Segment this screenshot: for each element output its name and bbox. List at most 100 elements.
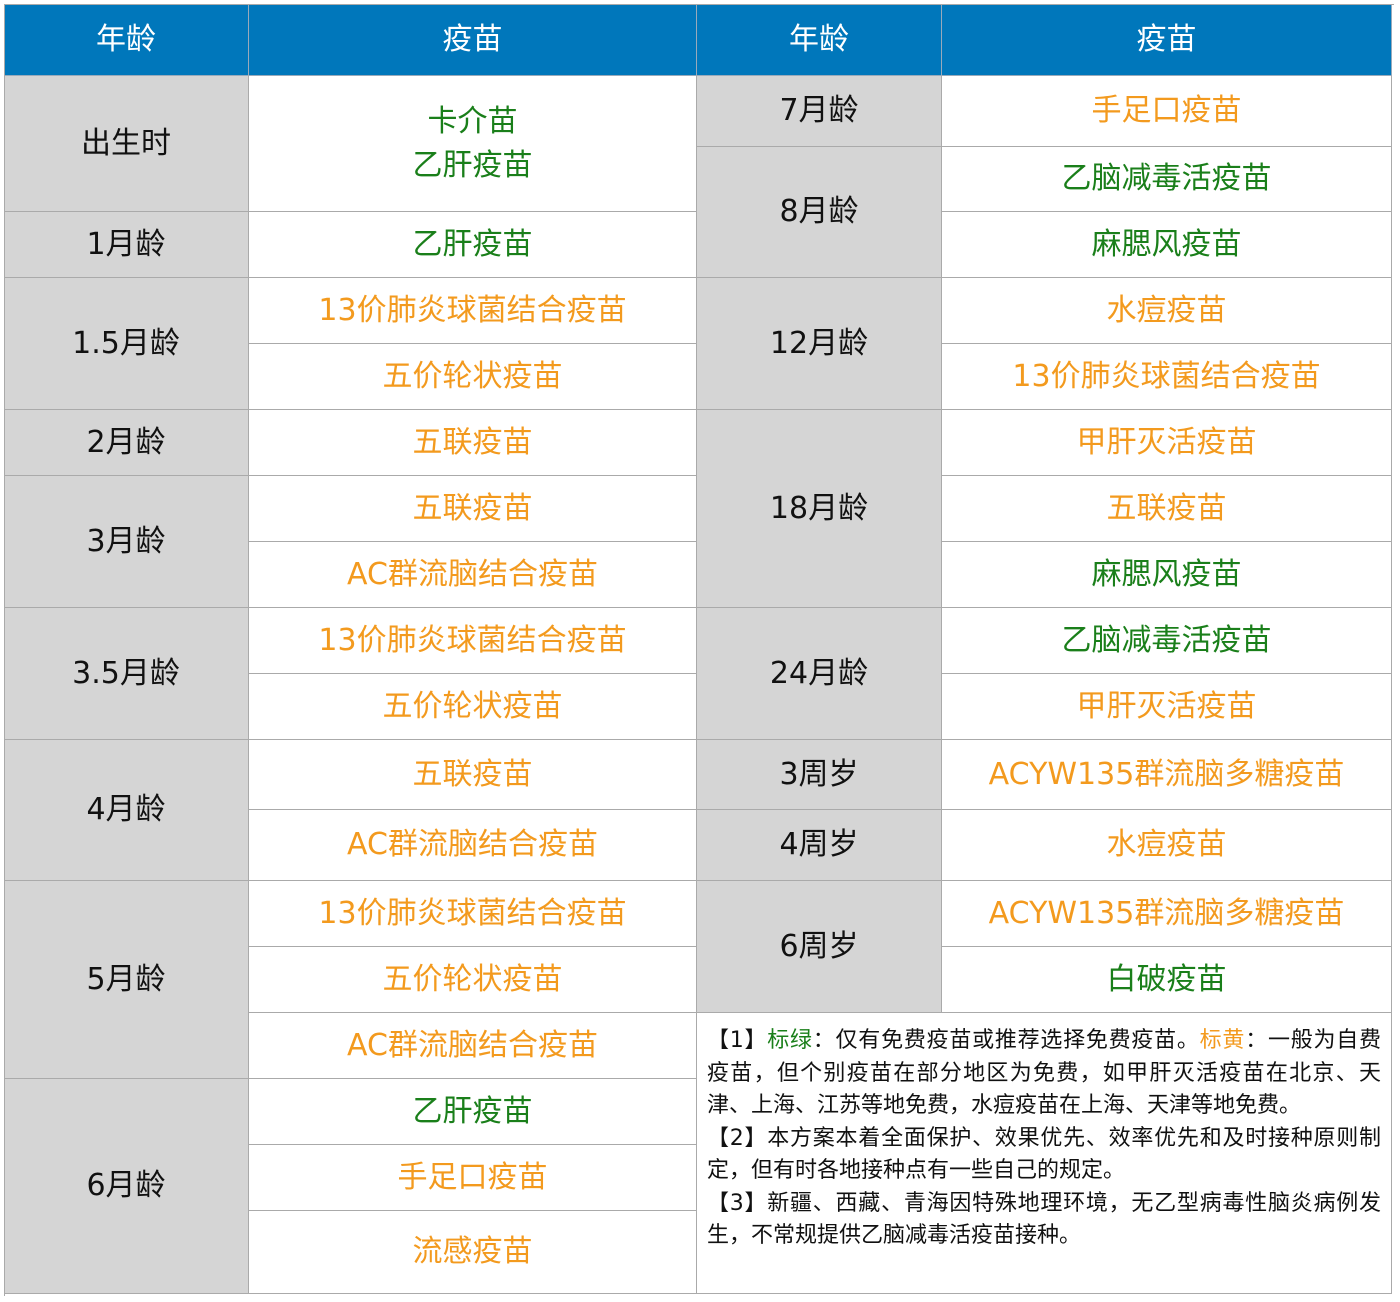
vaccine-cell-text: 乙肝疫苗	[412, 1093, 533, 1129]
vaccine-cell-text: 甲肝灭活疫苗	[1076, 424, 1257, 460]
vaccine-cell-text: 水痘疫苗	[1106, 292, 1227, 328]
vaccine-cell: ACYW135群流脑多糖疫苗	[942, 881, 1392, 947]
age-cell: 12月龄	[697, 278, 942, 410]
vaccine-cell-text: 五价轮状疫苗	[382, 961, 563, 997]
vaccine-cell-text: 13价肺炎球菌结合疫苗	[318, 895, 627, 931]
vaccine-cell: ACYW135群流脑多糖疫苗	[942, 740, 1392, 810]
vaccine-cell: 流感疫苗	[249, 1211, 697, 1294]
age-cell-text: 出生时	[81, 125, 171, 161]
vaccine-cell-text: 甲肝灭活疫苗	[1076, 688, 1257, 724]
vaccine-cell-text: ACYW135群流脑多糖疫苗	[988, 895, 1345, 931]
vaccine-cell-text: 白破疫苗	[1106, 961, 1227, 997]
vaccine-cell-text: AC群流脑结合疫苗	[347, 1027, 598, 1063]
vaccine-cell: 五价轮状疫苗	[249, 947, 697, 1013]
green-legend: 标绿	[767, 1028, 813, 1053]
vaccine-cell: 麻腮风疫苗	[942, 542, 1392, 608]
vaccine-cell: 五联疫苗	[942, 476, 1392, 542]
note-1-prefix: 【1】	[707, 1028, 768, 1053]
vaccine-cell: 甲肝灭活疫苗	[942, 674, 1392, 740]
vaccine-cell-text: 五联疫苗	[1106, 490, 1227, 526]
vaccine-cell-text: 五联疫苗	[412, 424, 533, 460]
vaccine-cell-text: 乙脑减毒活疫苗	[1061, 622, 1272, 658]
age-cell: 24月龄	[697, 608, 942, 740]
column-header: 年龄	[697, 4, 942, 76]
vaccine-cell-text: 五联疫苗	[412, 756, 533, 792]
vaccine-cell-text: AC群流脑结合疫苗	[347, 827, 598, 862]
age-cell-text: 4月龄	[86, 792, 166, 827]
column-header: 疫苗	[249, 4, 697, 76]
vaccine-cell: 五价轮状疫苗	[249, 674, 697, 740]
age-cell: 出生时	[4, 76, 249, 212]
vaccine-cell-text: 13价肺炎球菌结合疫苗	[318, 622, 627, 658]
note-3: 【3】新疆、西藏、青海因特殊地理环境，无乙型病毒性脑炎病例发生，不常规提供乙脑减…	[707, 1190, 1381, 1249]
age-cell-text: 18月龄	[769, 490, 869, 526]
notes: 【1】标绿：仅有免费疫苗或推荐选择免费疫苗。标黄：一般为自费疫苗，但个别疫苗在部…	[697, 1013, 1392, 1294]
age-cell-text: 24月龄	[769, 655, 869, 691]
age-cell: 8月龄	[697, 147, 942, 278]
vaccine-cell-text: 水痘疫苗	[1106, 827, 1227, 862]
vaccine-cell: 13价肺炎球菌结合疫苗	[249, 278, 697, 344]
orange-legend-text: ：一般为自费疫苗，但个别疫苗在部分地区为免费，如甲肝灭活疫苗在北京、天津、上海、…	[707, 1028, 1381, 1118]
age-cell: 4月龄	[4, 740, 249, 881]
vaccine-cell: 13价肺炎球菌结合疫苗	[942, 344, 1392, 410]
age-cell: 3月龄	[4, 476, 249, 608]
age-cell: 4周岁	[697, 810, 942, 881]
vaccine-cell-text: 五价轮状疫苗	[382, 688, 563, 724]
vaccine-cell: 13价肺炎球菌结合疫苗	[249, 608, 697, 674]
age-cell: 1月龄	[4, 212, 249, 278]
vaccine-cell-text: 手足口疫苗	[397, 1159, 548, 1195]
vaccine-cell-text: 手足口疫苗	[1091, 93, 1242, 128]
vaccine-cell: 乙肝疫苗	[249, 1079, 697, 1145]
vaccine-cell: 甲肝灭活疫苗	[942, 410, 1392, 476]
vaccine-cell: 水痘疫苗	[942, 278, 1392, 344]
vaccine-cell-text: 13价肺炎球菌结合疫苗	[318, 292, 627, 328]
vaccine-cell: 五联疫苗	[249, 476, 697, 542]
column-header-text: 年龄	[96, 21, 156, 57]
column-header-text: 年龄	[789, 21, 849, 57]
age-cell: 18月龄	[697, 410, 942, 608]
green-legend-text: ：仅有免费疫苗或推荐选择免费疫苗。	[812, 1028, 1200, 1053]
age-cell-text: 5月龄	[86, 961, 166, 997]
vaccine-cell-text: 麻腮风疫苗	[1091, 226, 1242, 262]
note-2: 【2】本方案本着全面保护、效果优先、效率优先和及时接种原则制定，但有时各地接种点…	[707, 1125, 1381, 1184]
vaccine-cell: 五联疫苗	[249, 410, 697, 476]
vaccine-cell: 手足口疫苗	[249, 1145, 697, 1211]
age-cell: 3.5月龄	[4, 608, 249, 740]
vaccine-cell-text: 乙脑减毒活疫苗	[1061, 161, 1272, 196]
vaccine-cell-text: AC群流脑结合疫苗	[347, 556, 598, 592]
age-cell: 1.5月龄	[4, 278, 249, 410]
vaccine-cell: 乙脑减毒活疫苗	[942, 608, 1392, 674]
age-cell-text: 12月龄	[769, 325, 869, 361]
vaccine-cell: 卡介苗 乙肝疫苗	[249, 76, 697, 212]
age-cell-text: 6周岁	[779, 928, 859, 964]
vaccine-cell-text: 麻腮风疫苗	[1091, 556, 1242, 592]
orange-legend: 标黄	[1199, 1028, 1246, 1053]
age-cell-text: 3.5月龄	[72, 655, 180, 691]
age-cell: 3周岁	[697, 740, 942, 810]
column-header: 年龄	[4, 4, 249, 76]
vaccine-cell-text: 五价轮状疫苗	[382, 358, 563, 394]
age-cell: 6周岁	[697, 881, 942, 1013]
age-cell-text: 2月龄	[86, 424, 166, 460]
vaccine-cell-text: 流感疫苗	[412, 1234, 533, 1269]
age-cell: 6月龄	[4, 1079, 249, 1294]
vaccine-cell: 五价轮状疫苗	[249, 344, 697, 410]
vaccine-cell: 13价肺炎球菌结合疫苗	[249, 881, 697, 947]
age-cell-text: 8月龄	[779, 194, 859, 229]
vaccine-cell: AC群流脑结合疫苗	[249, 542, 697, 608]
vaccine-cell: AC群流脑结合疫苗	[249, 810, 697, 881]
vaccine-cell-text: 乙肝疫苗	[412, 226, 533, 262]
column-header: 疫苗	[942, 4, 1392, 76]
age-cell: 5月龄	[4, 881, 249, 1079]
age-cell: 2月龄	[4, 410, 249, 476]
vaccine-cell: 乙脑减毒活疫苗	[942, 147, 1392, 212]
vaccine-cell-text: 五联疫苗	[412, 490, 533, 526]
column-header-text: 疫苗	[1136, 21, 1197, 57]
age-cell-text: 3周岁	[779, 756, 859, 792]
note-1: 【1】标绿：仅有免费疫苗或推荐选择免费疫苗。标黄：一般为自费疫苗，但个别疫苗在部…	[707, 1025, 1381, 1123]
age-cell-text: 1.5月龄	[72, 325, 180, 361]
age-cell-text: 3月龄	[86, 523, 166, 559]
age-cell: 7月龄	[697, 76, 942, 147]
age-cell-text: 7月龄	[779, 93, 859, 128]
age-cell-text: 4周岁	[779, 827, 859, 862]
